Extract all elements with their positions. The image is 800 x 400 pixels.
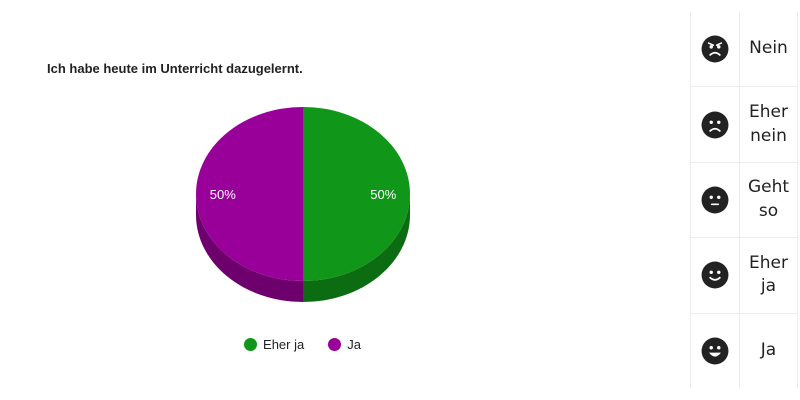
scale-icon-cell [690,162,740,238]
chart-area: Ich habe heute im Unterricht dazugelernt… [0,61,605,352]
scale-icon-cell [690,12,740,87]
slice-percent-label: 50% [370,187,396,202]
pie-chart: 50% 50% [196,107,410,302]
scale-label: Nein [740,12,798,87]
scale-row: Eher nein [690,87,798,163]
slice-percent-label: 50% [210,187,236,202]
scale-label: Ja [740,313,798,389]
legend-label: Eher ja [263,337,305,352]
neutral-face-icon [701,186,729,214]
scale-icon-cell [690,238,740,313]
happy-face-icon [701,337,729,365]
pie-slice-side [303,194,410,302]
legend-item: Eher ja [244,337,304,352]
slight-smile-face-icon [701,261,729,289]
legend-swatch [244,338,258,351]
chart-title: Ich habe heute im Unterricht dazugelernt… [47,61,303,76]
pie-slice-side [196,194,303,302]
scale-row: Eher ja [690,238,798,314]
legend-swatch [328,338,342,351]
scale-icon-cell [690,313,740,389]
scale-row: Nein [690,12,798,88]
scale-row: Ja [690,313,798,389]
pie-slice [196,107,303,281]
scale-label: Eher nein [740,87,798,162]
sad-face-icon [701,111,729,139]
scale-label: Geht so [740,162,798,238]
scale-label: Eher ja [740,238,798,313]
legend-label: Ja [347,337,361,352]
pie-slice [303,107,410,281]
legend-item: Ja [328,337,361,352]
angry-face-icon [701,35,729,63]
scale-icon-cell [690,87,740,162]
rating-scale-panel: Nein Eher nein Geht so Eher ja Ja [690,12,798,389]
legend: Eher ja Ja [0,337,605,352]
scale-row: Geht so [690,162,798,239]
